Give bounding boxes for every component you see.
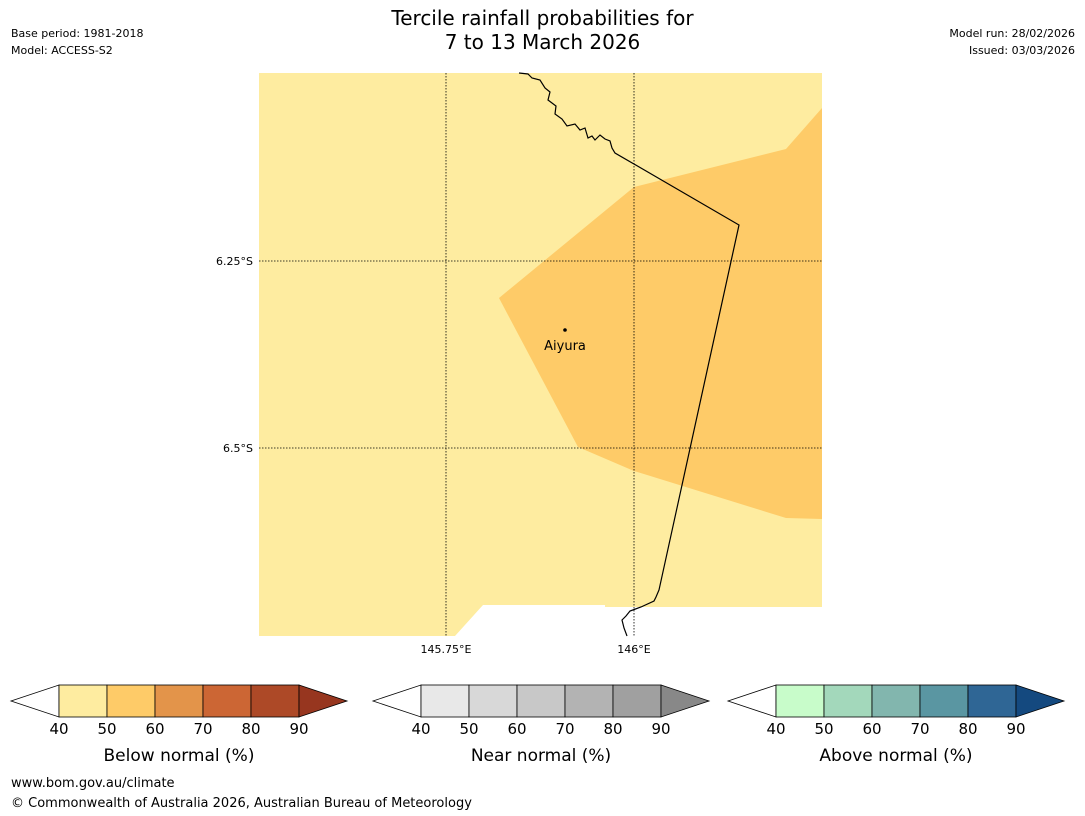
- colorbar-above-normal: 40 50 60 70 80 90 Above normal (%): [726, 684, 1066, 766]
- colorbar-tick-label: 80: [241, 720, 260, 738]
- colorbar-title: Above normal (%): [819, 746, 972, 766]
- colorbar-tick-label: 40: [766, 720, 785, 738]
- issued-date-text: Issued: 03/03/2026: [968, 44, 1075, 57]
- run-info: Model run: 28/02/2026 Issued: 03/03/2026: [949, 25, 1075, 59]
- colorbar-extend-high: [660, 684, 711, 718]
- aiyura-location-marker: [563, 328, 567, 332]
- colorbar-segment: [919, 684, 969, 718]
- colorbar-segment: [564, 684, 614, 718]
- colorbar-extend-high: [298, 684, 349, 718]
- colorbar-segment: [871, 684, 921, 718]
- colorbar-extend-low: [9, 684, 60, 718]
- colorbar-tick-label: 60: [145, 720, 164, 738]
- footer-copyright: © Commonwealth of Australia 2026, Austra…: [11, 796, 472, 811]
- title-line-2: 7 to 13 March 2026: [444, 30, 641, 54]
- colorbar-tick-label: 70: [910, 720, 929, 738]
- colorbar-title: Below normal (%): [104, 746, 255, 766]
- colorbar-tick-label: 40: [411, 720, 430, 738]
- colorbar-segment: [468, 684, 518, 718]
- colorbar-tick-label: 70: [193, 720, 212, 738]
- colorbar-title: Near normal (%): [471, 746, 611, 766]
- colorbar-tick-label: 80: [958, 720, 977, 738]
- colorbar-tick-label: 50: [814, 720, 833, 738]
- colorbar-extend-high: [1015, 684, 1066, 718]
- colorbar-segment: [967, 684, 1017, 718]
- colorbar-segment: [154, 684, 204, 718]
- footer-url: www.bom.gov.au/climate: [11, 776, 175, 791]
- colorbar-tick-label: 40: [49, 720, 68, 738]
- colorbar-segment: [420, 684, 470, 718]
- colorbar-tick-label: 60: [507, 720, 526, 738]
- model-run-text: Model run: 28/02/2026: [949, 27, 1075, 40]
- lon-label-146: 146°E: [617, 643, 650, 656]
- colorbar-tick-label: 90: [289, 720, 308, 738]
- lat-label-6-25: 6.25°S: [216, 255, 253, 268]
- probability-band-50-60: [499, 108, 822, 519]
- coastline-border: [518, 72, 740, 637]
- lat-label-6-5: 6.5°S: [223, 442, 253, 455]
- colorbar-extend-low: [371, 684, 422, 718]
- colorbar-tick-label: 50: [459, 720, 478, 738]
- graticule: [259, 73, 822, 636]
- colorbar-tick-label: 90: [1006, 720, 1025, 738]
- colorbar-legends: 40 50 60 70 80 90 Below normal (%) 40 50 60 70 80 9…: [9, 684, 1066, 766]
- colorbar-segment: [823, 684, 873, 718]
- page-title: Tercile rainfall probabilities for 7 to …: [0, 6, 1085, 54]
- colorbar-near-normal: 40 50 60 70 80 90 Near normal (%): [371, 684, 711, 766]
- colorbar-segment: [612, 684, 662, 718]
- colorbar-tick-label: 90: [651, 720, 670, 738]
- colorbar-segment: [106, 684, 156, 718]
- colorbar-segment: [516, 684, 566, 718]
- colorbar-tick-label: 70: [555, 720, 574, 738]
- colorbar-below-normal: 40 50 60 70 80 90 Below normal (%): [9, 684, 349, 766]
- colorbar-extend-low: [726, 684, 777, 718]
- colorbar-segment: [58, 684, 108, 718]
- colorbar-segment: [250, 684, 300, 718]
- model-info: Base period: 1981-2018 Model: ACCESS-S2: [11, 25, 143, 59]
- colorbar-segment: [775, 684, 825, 718]
- colorbar-tick-label: 80: [603, 720, 622, 738]
- colorbar-segment: [202, 684, 252, 718]
- forecast-map: Aiyura 6.25°S 6.5°S 145.75°E 146°E: [216, 72, 822, 656]
- footer: www.bom.gov.au/climate © Commonwealth of…: [11, 774, 472, 814]
- lon-label-145-75: 145.75°E: [421, 643, 472, 656]
- model-name-text: Model: ACCESS-S2: [11, 44, 113, 57]
- base-period-text: Base period: 1981-2018: [11, 27, 144, 40]
- colorbar-tick-label: 50: [97, 720, 116, 738]
- title-line-1: Tercile rainfall probabilities for: [391, 6, 694, 30]
- aiyura-label: Aiyura: [544, 339, 586, 354]
- colorbar-tick-label: 60: [862, 720, 881, 738]
